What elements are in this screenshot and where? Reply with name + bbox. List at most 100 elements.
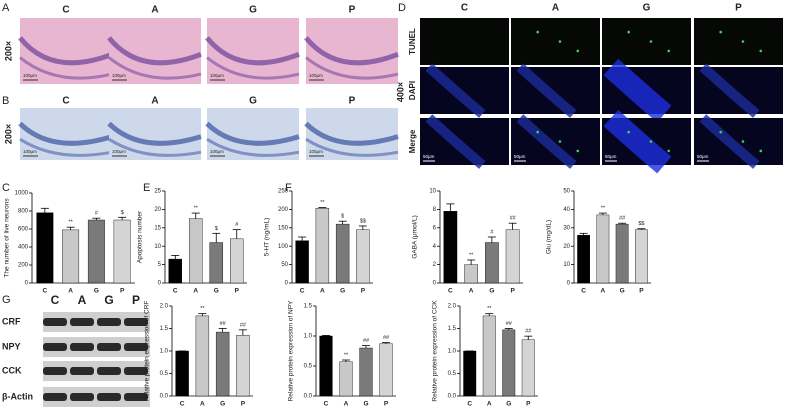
y-tick-label: 0.5 xyxy=(304,364,313,370)
y-tick-label: 1.0 xyxy=(160,349,169,355)
y-tick-label: 800 xyxy=(18,209,29,215)
y-tick-label: 0 xyxy=(285,281,289,287)
error-bar xyxy=(618,222,627,225)
error-bar xyxy=(637,228,646,230)
x-tick-label: P xyxy=(235,288,240,295)
nuclei-band xyxy=(699,63,760,118)
tunel-signal xyxy=(576,149,580,153)
y-tick-label: 1000 xyxy=(15,191,29,197)
group-label: C xyxy=(62,5,69,16)
x-tick-label: P xyxy=(639,288,644,295)
tissue-band xyxy=(18,121,113,146)
y-tick-label: 1.0 xyxy=(304,334,313,340)
y-tick-label: 15 xyxy=(154,225,161,231)
y-tick-label: 30 xyxy=(563,225,570,231)
nuclei-band xyxy=(699,114,760,169)
bar xyxy=(175,350,189,397)
tissue-band xyxy=(107,121,202,146)
scale-bar-label: 100μm xyxy=(210,149,224,154)
x-tick-label: P xyxy=(241,401,246,408)
bar xyxy=(356,229,370,284)
significance-label: ## xyxy=(510,216,517,222)
y-tick-label: 0.0 xyxy=(448,394,457,400)
significance-label: ## xyxy=(383,335,390,341)
tissue-band xyxy=(304,121,399,146)
significance-label: ** xyxy=(487,306,492,312)
error-bar xyxy=(467,259,476,265)
scale-bar-label: 50μm xyxy=(514,154,526,159)
blot-background xyxy=(43,337,150,357)
blot-background xyxy=(43,387,150,407)
nuclei-band xyxy=(603,58,672,123)
error-bar xyxy=(218,328,227,333)
bar xyxy=(464,264,478,284)
micrograph xyxy=(420,18,509,65)
magnification: 200× xyxy=(3,124,13,144)
x-tick-label: G xyxy=(214,288,219,295)
tunel-signal xyxy=(741,40,745,43)
x-tick-label: P xyxy=(361,288,366,295)
tissue-band xyxy=(205,121,300,146)
x-tick-label: P xyxy=(526,401,531,408)
micrograph xyxy=(511,18,600,65)
error-bar xyxy=(212,232,221,243)
y-tick-label: 200 xyxy=(18,263,29,269)
blot-band xyxy=(43,367,67,375)
bar xyxy=(319,335,333,397)
error-bar xyxy=(508,222,517,230)
error-bar xyxy=(118,216,127,220)
y-tick-label: 40 xyxy=(563,207,570,213)
tunel-signal xyxy=(649,40,653,43)
scale-bar-label: 100μm xyxy=(112,149,126,154)
blot-band xyxy=(124,343,148,351)
blot-background xyxy=(43,361,150,381)
panel-letter: E xyxy=(143,182,150,194)
protein-label: NPY xyxy=(2,341,21,351)
significance-label: ** xyxy=(200,306,205,312)
group-label: C xyxy=(461,3,468,14)
y-tick-label: 0 xyxy=(567,281,571,287)
scale-bar-label: 100μm xyxy=(210,73,224,78)
y-tick-label: 20 xyxy=(563,244,570,250)
blot-band xyxy=(70,393,94,401)
x-tick-label: C xyxy=(581,288,586,295)
bar xyxy=(236,335,250,397)
blot-band xyxy=(70,367,94,375)
significance-label: ** xyxy=(68,220,73,226)
tunel-signal xyxy=(719,130,722,134)
significance-label: ** xyxy=(320,200,325,206)
bar xyxy=(615,223,629,284)
blot-band xyxy=(70,343,94,351)
group-label: A xyxy=(151,5,158,16)
y-axis-label: Apoptosis number xyxy=(137,210,144,263)
bar xyxy=(195,315,210,397)
tunel-signal xyxy=(649,140,653,143)
tunel-signal xyxy=(719,30,722,34)
y-tick-label: 5 xyxy=(158,262,162,268)
bar xyxy=(87,219,105,284)
x-tick-label: C xyxy=(467,401,472,408)
tissue-band xyxy=(305,56,399,80)
bar xyxy=(62,229,80,284)
bar xyxy=(443,211,458,284)
significance-label: ## xyxy=(220,321,227,327)
tunel-signal xyxy=(576,49,580,53)
error-bar xyxy=(198,313,207,316)
error-bar xyxy=(40,207,49,213)
magnification: 200× xyxy=(3,41,13,61)
bar xyxy=(463,350,477,397)
blot-band xyxy=(43,318,67,326)
x-tick-label: P xyxy=(120,288,125,295)
y-tick-label: 1.5 xyxy=(448,326,457,332)
significance-label: $$ xyxy=(638,221,644,227)
bar xyxy=(485,242,499,284)
bar xyxy=(229,238,244,284)
significance-label: # xyxy=(490,229,494,235)
significance-label: $ xyxy=(341,214,344,220)
significance-label: ## xyxy=(506,321,513,327)
group-label: A xyxy=(552,3,559,14)
error-bar xyxy=(362,345,370,348)
group-label: P xyxy=(349,96,356,107)
bar xyxy=(168,258,183,284)
